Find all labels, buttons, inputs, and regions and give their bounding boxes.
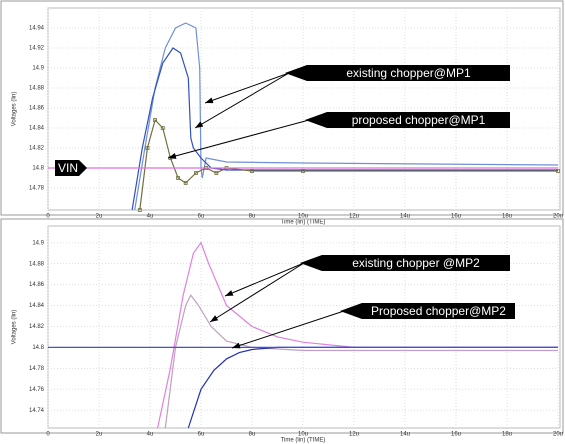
x-tick-label: 18u xyxy=(502,432,512,438)
panel-frame xyxy=(0,0,564,216)
data-marker xyxy=(153,118,158,122)
y-tick-label: 14.94 xyxy=(29,26,45,32)
data-marker xyxy=(250,169,254,173)
data-marker xyxy=(160,126,165,130)
y-tick-label: 14.88 xyxy=(29,261,45,267)
annotation-arrow xyxy=(231,310,345,349)
data-marker xyxy=(193,171,198,175)
panel-frame xyxy=(0,218,564,434)
annotation-text: proposed chopper@MP1 xyxy=(352,113,486,127)
y-tick-label: 14.78 xyxy=(29,366,45,372)
x-axis-title: Time (lin) (TIME) xyxy=(281,220,326,226)
annotation-arrow xyxy=(167,119,310,159)
x-tick-label: 14u xyxy=(400,432,410,438)
y-tick-label: 14.9 xyxy=(32,240,44,246)
y-tick-label: 14.82 xyxy=(29,324,45,330)
annotation-text: VIN xyxy=(58,161,78,175)
annotation-text: existing chopper@MP1 xyxy=(346,66,471,80)
x-tick-label: 4u xyxy=(147,214,154,220)
annotation-text: existing chopper @MP2 xyxy=(352,256,480,270)
x-tick-label: 2u xyxy=(96,432,103,438)
annotation-box xyxy=(340,303,515,319)
y-tick-label: 14.86 xyxy=(29,282,45,288)
series-line xyxy=(134,22,559,211)
y-tick-label: 14.8 xyxy=(32,345,44,351)
annotation-text: Proposed chopper@MP2 xyxy=(371,304,506,318)
x-tick-label: 18u xyxy=(502,214,512,220)
y-tick-label: 14.82 xyxy=(29,146,45,152)
x-tick-label: 16u xyxy=(451,432,461,438)
y-tick-label: 14.9 xyxy=(32,66,44,72)
y-tick-label: 14.84 xyxy=(29,303,45,309)
data-marker xyxy=(556,169,560,173)
data-marker xyxy=(214,171,219,175)
x-tick-label: 0 xyxy=(46,432,50,438)
x-tick-label: 10u xyxy=(298,432,308,438)
annotation-arrow xyxy=(224,262,305,297)
x-tick-label: 4u xyxy=(147,432,154,438)
y-tick-label: 14.74 xyxy=(29,408,45,414)
x-tick-label: 2u xyxy=(96,214,103,220)
x-tick-label: 0 xyxy=(46,214,50,220)
annotation-arrow xyxy=(194,72,290,129)
x-tick-label: 20u xyxy=(553,432,563,438)
y-tick-label: 14.88 xyxy=(29,86,45,92)
data-marker xyxy=(176,176,180,180)
annotation-arrow xyxy=(209,262,305,323)
x-tick-label: 14u xyxy=(400,214,410,220)
series-line xyxy=(164,293,558,429)
data-marker xyxy=(301,169,305,173)
x-tick-label: 10u xyxy=(298,214,308,220)
y-axis-title: Voltages (lin) xyxy=(12,310,18,345)
series-line xyxy=(157,241,558,429)
data-marker xyxy=(137,208,142,212)
annotation-box xyxy=(285,65,510,81)
annotation-box xyxy=(55,160,87,176)
x-tick-label: 12u xyxy=(349,214,359,220)
y-tick-label: 14.92 xyxy=(29,46,45,52)
x-tick-label: 6u xyxy=(198,432,205,438)
y-tick-label: 14.8 xyxy=(32,166,44,172)
y-axis-title: Voltages (lin) xyxy=(12,92,18,127)
x-tick-label: 12u xyxy=(349,432,359,438)
y-tick-label: 14.76 xyxy=(29,387,45,393)
annotation-arrow xyxy=(204,72,290,104)
x-tick-label: 6u xyxy=(198,214,205,220)
data-marker xyxy=(145,146,150,150)
data-marker xyxy=(183,181,188,185)
annotation-box xyxy=(305,112,510,128)
x-tick-label: 16u xyxy=(451,214,461,220)
x-axis-title: Time (lin) (TIME) xyxy=(281,438,326,444)
x-tick-label: 8u xyxy=(249,432,256,438)
y-tick-label: 14.86 xyxy=(29,106,45,112)
plot-area xyxy=(47,7,561,211)
y-tick-label: 14.84 xyxy=(29,126,45,132)
annotation-box xyxy=(300,255,510,271)
x-tick-label: 20u xyxy=(553,214,563,220)
y-tick-label: 14.78 xyxy=(29,186,45,192)
x-tick-label: 8u xyxy=(249,214,256,220)
